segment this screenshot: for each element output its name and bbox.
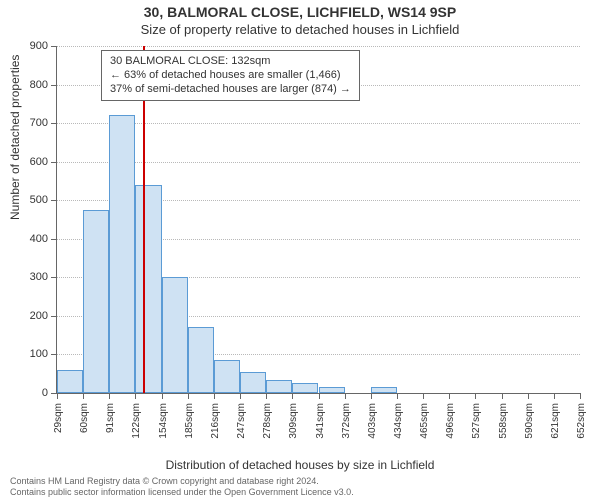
x-tick bbox=[449, 393, 450, 399]
y-tick bbox=[51, 123, 57, 124]
histogram-bar bbox=[109, 115, 135, 393]
x-tick bbox=[554, 393, 555, 399]
x-tick-label: 434sqm bbox=[393, 403, 404, 439]
annotation-line3: 37% of semi-detached houses are larger (… bbox=[110, 83, 351, 97]
x-tick-label: 216sqm bbox=[210, 403, 221, 439]
y-gridline bbox=[57, 162, 580, 163]
x-axis-label: Distribution of detached houses by size … bbox=[0, 458, 600, 472]
x-tick-label: 527sqm bbox=[471, 403, 482, 439]
x-tick-label: 91sqm bbox=[105, 403, 116, 433]
x-tick bbox=[214, 393, 215, 399]
y-tick bbox=[51, 200, 57, 201]
y-tick-label: 600 bbox=[8, 156, 48, 168]
y-tick bbox=[51, 162, 57, 163]
footer-line2: Contains public sector information licen… bbox=[10, 487, 590, 498]
x-tick-label: 372sqm bbox=[341, 403, 352, 439]
y-tick bbox=[51, 316, 57, 317]
x-tick-label: 309sqm bbox=[288, 403, 299, 439]
x-tick-label: 29sqm bbox=[53, 403, 64, 433]
x-tick-label: 590sqm bbox=[524, 403, 535, 439]
x-tick bbox=[371, 393, 372, 399]
x-tick-label: 185sqm bbox=[184, 403, 195, 439]
x-tick-label: 465sqm bbox=[419, 403, 430, 439]
x-tick bbox=[502, 393, 503, 399]
x-tick-label: 278sqm bbox=[262, 403, 273, 439]
x-tick-label: 341sqm bbox=[315, 403, 326, 439]
x-tick bbox=[475, 393, 476, 399]
histogram-bar bbox=[240, 372, 266, 393]
x-tick bbox=[109, 393, 110, 399]
y-gridline bbox=[57, 123, 580, 124]
footer-line1: Contains HM Land Registry data © Crown c… bbox=[10, 476, 590, 487]
x-tick-label: 122sqm bbox=[131, 403, 142, 439]
y-tick-label: 900 bbox=[8, 40, 48, 52]
x-tick bbox=[57, 393, 58, 399]
histogram-bar bbox=[319, 387, 345, 393]
histogram-bar bbox=[266, 380, 292, 393]
x-tick-label: 652sqm bbox=[576, 403, 587, 439]
x-tick bbox=[188, 393, 189, 399]
y-tick bbox=[51, 354, 57, 355]
x-tick-label: 621sqm bbox=[550, 403, 561, 439]
histogram-bar bbox=[371, 387, 397, 393]
x-tick-label: 60sqm bbox=[79, 403, 90, 433]
y-tick bbox=[51, 85, 57, 86]
y-tick-label: 700 bbox=[8, 117, 48, 129]
x-tick bbox=[319, 393, 320, 399]
x-tick-label: 403sqm bbox=[367, 403, 378, 439]
y-tick-label: 500 bbox=[8, 194, 48, 206]
y-tick-label: 800 bbox=[8, 79, 48, 91]
title-main: 30, BALMORAL CLOSE, LICHFIELD, WS14 9SP bbox=[0, 4, 600, 20]
histogram-bar bbox=[214, 360, 240, 393]
y-tick-label: 300 bbox=[8, 271, 48, 283]
y-tick-label: 100 bbox=[8, 348, 48, 360]
plot-area: 30 BALMORAL CLOSE: 132sqm← 63% of detach… bbox=[56, 46, 580, 394]
histogram-bar bbox=[162, 277, 188, 393]
x-tick bbox=[135, 393, 136, 399]
y-tick bbox=[51, 46, 57, 47]
x-tick bbox=[292, 393, 293, 399]
y-tick bbox=[51, 239, 57, 240]
x-tick-label: 247sqm bbox=[236, 403, 247, 439]
histogram-bar bbox=[135, 185, 161, 393]
y-tick bbox=[51, 277, 57, 278]
x-tick bbox=[345, 393, 346, 399]
x-tick bbox=[397, 393, 398, 399]
x-tick bbox=[162, 393, 163, 399]
x-tick bbox=[580, 393, 581, 399]
y-tick-label: 0 bbox=[8, 387, 48, 399]
histogram-bar bbox=[83, 210, 109, 393]
x-tick bbox=[528, 393, 529, 399]
y-tick-label: 200 bbox=[8, 310, 48, 322]
annotation-line2: ← 63% of detached houses are smaller (1,… bbox=[110, 69, 351, 83]
chart-root: 30, BALMORAL CLOSE, LICHFIELD, WS14 9SP … bbox=[0, 0, 600, 500]
x-tick-label: 496sqm bbox=[445, 403, 456, 439]
x-tick bbox=[240, 393, 241, 399]
title-sub: Size of property relative to detached ho… bbox=[0, 22, 600, 37]
histogram-bar bbox=[188, 327, 214, 393]
x-tick bbox=[266, 393, 267, 399]
y-gridline bbox=[57, 46, 580, 47]
annotation-box: 30 BALMORAL CLOSE: 132sqm← 63% of detach… bbox=[101, 50, 360, 101]
x-tick-label: 558sqm bbox=[498, 403, 509, 439]
y-tick-label: 400 bbox=[8, 233, 48, 245]
annotation-line1: 30 BALMORAL CLOSE: 132sqm bbox=[110, 55, 351, 69]
x-tick-label: 154sqm bbox=[158, 403, 169, 439]
x-tick bbox=[83, 393, 84, 399]
histogram-bar bbox=[292, 383, 318, 393]
histogram-bar bbox=[57, 370, 83, 393]
footer: Contains HM Land Registry data © Crown c… bbox=[10, 476, 590, 498]
x-tick bbox=[423, 393, 424, 399]
